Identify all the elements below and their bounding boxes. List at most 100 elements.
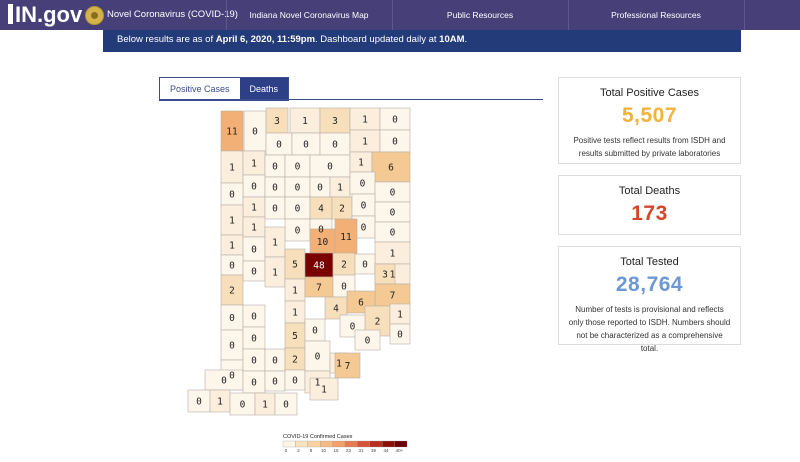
county-value: 7 <box>316 283 322 294</box>
total-deaths-card: Total Deaths 173 <box>558 175 741 235</box>
county-value: 0 <box>295 204 301 215</box>
county-value: 1 <box>251 223 257 234</box>
county-value: 1 <box>229 216 235 227</box>
legend-swatch <box>382 440 395 448</box>
banner-middle: . Dashboard updated daily at <box>315 34 440 45</box>
county-value: 0 <box>312 326 318 337</box>
map-tabs: Positive Cases Deaths <box>159 77 290 101</box>
county-value: 0 <box>229 190 235 201</box>
legend-swatches <box>282 440 408 448</box>
county-value: 0 <box>332 140 338 151</box>
nav-link-public-resources[interactable]: Public Resources <box>446 10 514 20</box>
card-title: Total Deaths <box>618 185 681 197</box>
county-value: 1 <box>390 270 396 281</box>
county-value: 6 <box>358 298 364 309</box>
county-value: 4 <box>318 204 324 215</box>
county-value: 0 <box>252 127 258 138</box>
county-value: 1 <box>292 308 298 319</box>
tested-count: 28,764 <box>615 273 684 296</box>
county-value: 1 <box>272 238 278 249</box>
county-value: 0 <box>251 245 257 256</box>
county-value: 0 <box>327 162 333 173</box>
legend-tick-label: 23 <box>346 448 352 453</box>
legend-tick-label: 31 <box>358 448 364 453</box>
nav-divider <box>744 0 745 30</box>
county-shape[interactable] <box>274 392 298 416</box>
county-value: 2 <box>292 355 298 366</box>
county-value: 0 <box>390 208 396 219</box>
county-value: 0 <box>295 226 301 237</box>
update-banner: Below results are as of April 6, 2020, 1… <box>103 30 741 52</box>
legend-swatch <box>344 440 358 448</box>
county-shape[interactable] <box>371 151 411 183</box>
county-value: 0 <box>361 223 367 234</box>
banner-date: April 6, 2020, 11:59pm <box>215 34 316 45</box>
total-positive-card: Total Positive Cases 5,507 Positive test… <box>558 77 741 164</box>
county-shape[interactable] <box>304 340 331 372</box>
tab-positive-cases[interactable]: Positive Cases <box>160 78 240 100</box>
legend-swatch <box>282 440 296 448</box>
county-value: 0 <box>360 179 366 190</box>
map-legend: COVID-19 Confirmed Cases 0 2 8 10 15 23 31 39 44… <box>282 434 408 453</box>
county-value: 0 <box>272 204 278 215</box>
county-value: 2 <box>341 260 347 271</box>
county-value: 3 <box>332 116 338 127</box>
legend-title: COVID-19 Confirmed Cases <box>283 434 353 440</box>
nav-link-map[interactable]: Indiana Novel Coronavirus Map <box>249 10 369 20</box>
county-value: 0 <box>272 377 278 388</box>
county-value: 1 <box>251 203 257 214</box>
legend-tick-label: 15 <box>333 448 339 453</box>
county-value: 1 <box>358 158 364 169</box>
county-value: 0 <box>276 140 282 151</box>
county-value: 1 <box>272 268 278 279</box>
card-note: Number of tests is provisional and refle… <box>568 305 731 353</box>
county-value: 0 <box>251 334 257 345</box>
legend-swatch <box>307 440 321 448</box>
county-value: 0 <box>240 400 246 411</box>
legend-swatch <box>357 440 370 448</box>
nav-link-professional-resources[interactable]: Professional Resources <box>611 10 701 20</box>
county-value: 0 <box>251 267 257 278</box>
county-value: 1 <box>336 359 342 370</box>
county-value: 0 <box>229 261 235 272</box>
county-shape[interactable] <box>309 377 339 401</box>
county-value: 1 <box>217 397 223 408</box>
county-value: 0 <box>397 330 403 341</box>
county-shape[interactable] <box>354 329 381 351</box>
county-value: 1 <box>229 241 235 252</box>
county-value: 2 <box>339 204 345 215</box>
county-value: 5 <box>292 331 298 342</box>
legend-swatch <box>295 440 308 448</box>
county-value: 0 <box>315 352 321 363</box>
county-value: 0 <box>229 341 235 352</box>
county-shape[interactable] <box>334 352 361 379</box>
county-value: 0 <box>392 115 398 126</box>
county-value: 0 <box>362 260 368 271</box>
county-value: 0 <box>251 378 257 389</box>
county-value: 0 <box>318 225 324 236</box>
county-value: 0 <box>251 356 257 367</box>
county-value: 1 <box>321 385 327 396</box>
county-value: 1 <box>229 163 235 174</box>
county-value: 11 <box>340 232 352 243</box>
legend-tick-label: 39 <box>371 448 377 453</box>
county-value: 0 <box>229 313 235 324</box>
positive-count: 5,507 <box>621 104 678 127</box>
county-value: 0 <box>365 336 371 347</box>
state-seal-icon <box>85 6 104 25</box>
county-shape[interactable] <box>289 107 321 134</box>
county-value: 0 <box>317 183 323 194</box>
in-gov-logo[interactable]: IN.gov <box>8 3 82 27</box>
site-title[interactable]: Novel Coronavirus (COVID-19) <box>107 9 238 20</box>
county-value: 11 <box>226 127 238 138</box>
county-value: 0 <box>292 376 298 387</box>
county-value: 0 <box>229 371 235 382</box>
tab-deaths[interactable]: Deaths <box>239 78 289 100</box>
county-value: 7 <box>390 291 396 302</box>
county-shape[interactable] <box>389 323 411 345</box>
county-value: 0 <box>251 312 257 323</box>
top-nav: IN.gov Novel Coronavirus (COVID-19) Indi… <box>0 0 800 30</box>
county-value: 3 <box>274 116 280 127</box>
county-value: 5 <box>292 260 298 271</box>
